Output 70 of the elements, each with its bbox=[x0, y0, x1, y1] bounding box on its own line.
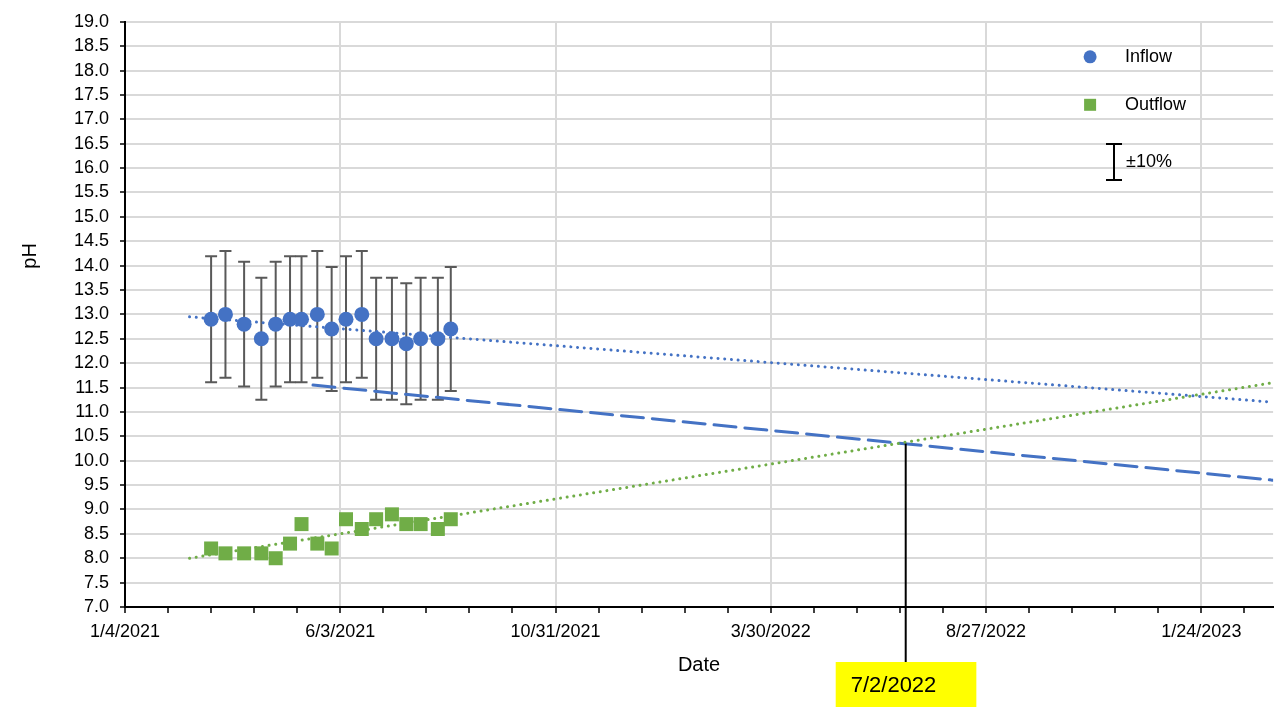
point bbox=[368, 331, 384, 347]
legend-label: Outflow bbox=[1125, 93, 1188, 114]
y-tick-label: 18.0 bbox=[73, 59, 109, 80]
point bbox=[384, 331, 400, 347]
point bbox=[237, 546, 252, 561]
y-tick-label: 12.5 bbox=[73, 327, 109, 348]
y-tick-label: 8.5 bbox=[83, 522, 109, 543]
point bbox=[324, 321, 340, 337]
point bbox=[354, 521, 369, 536]
point bbox=[384, 507, 399, 522]
y-tick-label: 11.5 bbox=[75, 376, 109, 397]
y-tick-label: 15.5 bbox=[73, 181, 109, 202]
point bbox=[268, 551, 283, 566]
point bbox=[324, 541, 339, 556]
y-axis-title: pH bbox=[17, 243, 40, 269]
y-tick-label: 18.5 bbox=[73, 35, 109, 56]
y-tick-label: 17.0 bbox=[73, 108, 109, 129]
y-tick-label: 8.0 bbox=[83, 547, 109, 568]
y-tick-label: 10.0 bbox=[73, 449, 109, 470]
point bbox=[203, 311, 219, 327]
point bbox=[309, 306, 325, 322]
point bbox=[354, 306, 370, 322]
point bbox=[217, 306, 233, 322]
y-tick-label: 14.0 bbox=[73, 254, 109, 275]
point bbox=[413, 331, 429, 347]
y-tick-label: 16.5 bbox=[73, 132, 109, 153]
legend-label: Inflow bbox=[1125, 45, 1174, 66]
point bbox=[413, 517, 428, 532]
point bbox=[443, 512, 458, 527]
x-tick-label: 3/30/2022 bbox=[730, 620, 811, 641]
y-tick-label: 13.0 bbox=[73, 303, 109, 324]
point bbox=[310, 536, 325, 551]
y-tick-label: 13.5 bbox=[73, 278, 109, 299]
point bbox=[369, 512, 384, 527]
point bbox=[294, 311, 310, 327]
y-tick-label: 11.0 bbox=[75, 400, 109, 421]
point bbox=[253, 331, 269, 347]
point bbox=[294, 517, 309, 532]
point bbox=[430, 521, 445, 536]
y-tick-label: 17.5 bbox=[73, 83, 109, 104]
point bbox=[443, 321, 459, 337]
annotation: ±10% bbox=[1126, 150, 1173, 171]
point bbox=[254, 546, 269, 561]
y-tick-label: 7.5 bbox=[83, 571, 109, 592]
annotation: 7/2/2022 bbox=[850, 671, 937, 697]
y-tick-label: 16.0 bbox=[73, 157, 109, 178]
y-tick-label: 12.0 bbox=[73, 352, 109, 373]
x-tick-label: 1/24/2023 bbox=[1161, 620, 1242, 641]
x-axis-title: Date bbox=[677, 652, 721, 675]
x-tick-label: 6/3/2021 bbox=[305, 620, 376, 641]
y-tick-label: 7.0 bbox=[83, 595, 109, 616]
point bbox=[283, 536, 298, 551]
y-tick-label: 14.5 bbox=[73, 230, 109, 251]
point bbox=[399, 517, 414, 532]
x-tick-label: 1/4/2021 bbox=[89, 620, 161, 641]
point bbox=[218, 546, 233, 561]
y-tick-label: 15.0 bbox=[73, 205, 109, 226]
y-tick-label: 19.0 bbox=[73, 10, 109, 31]
point bbox=[339, 512, 354, 527]
y-tick-label: 10.5 bbox=[73, 425, 109, 446]
point bbox=[338, 311, 354, 327]
y-tick-label: 9.0 bbox=[83, 498, 109, 519]
y-tick-label: 9.5 bbox=[83, 474, 109, 495]
point bbox=[204, 541, 219, 556]
point bbox=[268, 316, 284, 332]
point bbox=[398, 336, 414, 352]
x-tick-label: 10/31/2021 bbox=[510, 620, 601, 641]
point bbox=[236, 316, 252, 332]
x-tick-label: 8/27/2022 bbox=[946, 620, 1027, 641]
point bbox=[430, 331, 446, 347]
